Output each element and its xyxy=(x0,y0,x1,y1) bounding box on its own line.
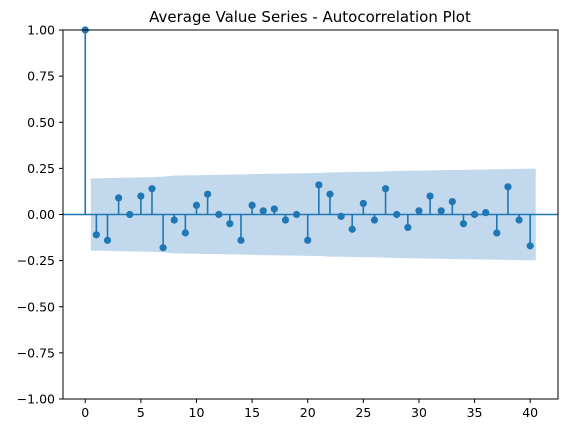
acf-point xyxy=(281,216,290,224)
acf-point xyxy=(237,236,245,244)
acf-point xyxy=(393,210,401,219)
acf-point xyxy=(526,242,534,250)
acf-point xyxy=(459,220,468,228)
y-tick-label: 1.00 xyxy=(27,23,55,38)
acf-point xyxy=(370,216,379,224)
acf-point xyxy=(381,185,390,193)
acf-point xyxy=(437,207,445,215)
acf-point xyxy=(292,210,301,219)
acf-point xyxy=(259,207,267,215)
acf-point xyxy=(204,190,212,198)
acf-point xyxy=(404,223,412,232)
acf-point xyxy=(470,210,479,219)
acf-point xyxy=(159,244,167,252)
chart-title: Average Value Series - Autocorrelation P… xyxy=(149,8,471,26)
x-tick-label: 0 xyxy=(81,405,89,420)
acf-point xyxy=(248,201,256,209)
stems-layer xyxy=(81,26,534,252)
acf-point xyxy=(115,194,123,202)
acf-point xyxy=(337,212,345,220)
y-tick-label: −0.50 xyxy=(17,299,55,314)
acf-point xyxy=(348,225,356,233)
x-tick-label: 30 xyxy=(411,405,427,420)
x-tick-label: 20 xyxy=(300,405,316,420)
acf-point xyxy=(415,207,423,215)
y-tick-label: 0.25 xyxy=(27,161,55,176)
acf-point xyxy=(170,216,178,224)
acf-point xyxy=(504,183,512,191)
y-tick-label: −0.75 xyxy=(17,345,55,360)
x-tick-label: 40 xyxy=(522,405,538,420)
x-tick-label: 15 xyxy=(244,405,260,420)
acf-point xyxy=(192,201,201,209)
acf-point xyxy=(315,181,323,189)
acf-point xyxy=(448,197,456,206)
acf-point xyxy=(270,205,278,213)
acf-point xyxy=(226,220,234,228)
acf-point xyxy=(493,229,501,237)
y-tick-label: −1.00 xyxy=(17,392,55,407)
acf-point xyxy=(92,231,100,239)
acf-point xyxy=(103,236,112,244)
acf-point xyxy=(181,229,189,237)
x-tick-label: 25 xyxy=(355,405,371,420)
acf-point xyxy=(148,185,156,193)
acf-point xyxy=(482,209,490,217)
acf-point xyxy=(304,236,312,244)
x-tick-label: 35 xyxy=(467,405,483,420)
y-tick-label: 0.75 xyxy=(27,69,55,84)
y-tick-label: −0.25 xyxy=(17,253,55,268)
acf-point xyxy=(137,192,145,200)
y-tick-label: 0.00 xyxy=(27,207,55,222)
acf-point xyxy=(126,210,134,219)
acf-point xyxy=(426,192,434,200)
acf-point xyxy=(515,216,523,224)
acf-point xyxy=(359,199,367,208)
x-tick-label: 10 xyxy=(189,405,205,420)
acf-point xyxy=(326,190,334,198)
x-tick-label: 5 xyxy=(137,405,145,420)
y-tick-label: 0.50 xyxy=(27,115,55,130)
acf-point xyxy=(215,210,223,219)
ticks-layer: 0 5 10 15 20 25 30 35 40 −1.00 −0.75 −0.50 −0.25 0.00… xyxy=(17,23,539,421)
